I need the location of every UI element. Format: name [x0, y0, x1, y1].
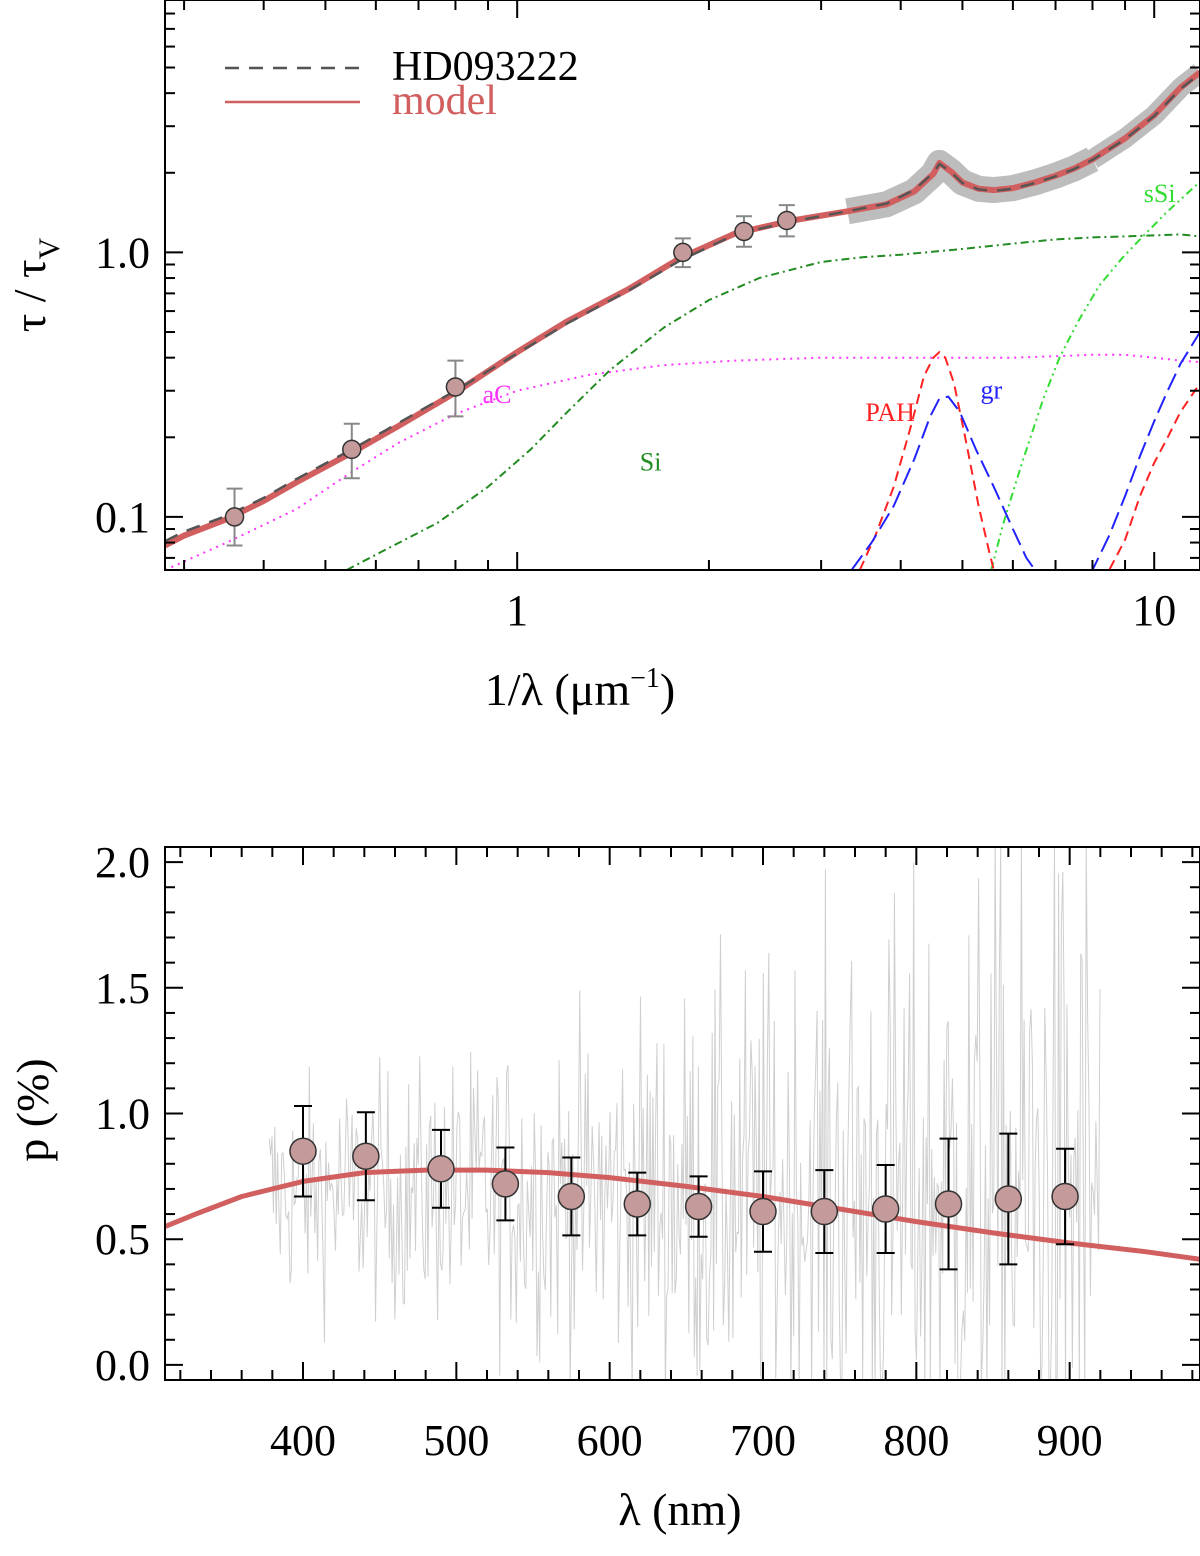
data-point [994, 1185, 1023, 1213]
legend-model-label: model [392, 78, 497, 124]
y-tick-label: 0.0 [95, 1341, 150, 1390]
data-point [673, 242, 693, 263]
y-tick-label: 1.5 [95, 964, 150, 1013]
data-point [445, 377, 466, 397]
polarization-x-axis-title: λ (nm) [618, 1484, 741, 1535]
polarization-panel: 400 500 600 700 800 900 0.0 0.5 1.0 1.5 2.0 λ (nm)… [7, 838, 1200, 1535]
y-tick-label: 1.0 [95, 228, 150, 277]
series-pah [858, 351, 1200, 570]
extinction-ticks: 1 10 0.1 1.0 [95, 0, 1200, 635]
data-point [749, 1197, 777, 1226]
legend-observed-label: HD093222 [392, 44, 579, 90]
series-ac [165, 353, 1200, 570]
data-point [777, 210, 797, 231]
data-point [623, 1190, 652, 1218]
polarization-y-axis-title: p (%) [7, 1058, 58, 1161]
polarization-frame [164, 846, 1200, 1381]
extinction-points [224, 204, 797, 547]
series-polarization-model [165, 1167, 1200, 1262]
extinction-legend: HD093222 model [225, 44, 579, 124]
extinction-panel: aC Si sSi PAH gr 1 10 0.1 1.0 HD093222 model 1/… [4, 0, 1200, 715]
x-tick-label: 10 [1132, 586, 1176, 635]
label-pah: PAH [865, 398, 915, 427]
data-point [557, 1182, 586, 1211]
extinction-frame [164, 0, 1200, 571]
polarization-ticks: 400 500 600 700 800 900 0.0 0.5 1.0 1.5 2.0 [95, 838, 1200, 1465]
polarization-points [289, 1104, 1079, 1271]
data-point [1051, 1182, 1079, 1211]
data-point [810, 1197, 839, 1226]
component-labels: aC Si sSi PAH gr [483, 179, 1176, 476]
extinction-x-axis-title: 1/λ (μm−1) [485, 663, 675, 715]
data-point [224, 507, 245, 527]
series-gr [850, 331, 1200, 570]
y-tick-label: 2.0 [95, 838, 150, 887]
noise-spectrum [268, 847, 1101, 1380]
y-tick-label: 1.0 [95, 1090, 150, 1139]
polarization-noise [268, 847, 1101, 1380]
x-tick-label: 800 [883, 1416, 949, 1465]
x-tick-label: 1 [506, 586, 528, 635]
series-ssi [990, 180, 1200, 570]
label-si: Si [640, 447, 662, 476]
data-point [342, 439, 362, 460]
extinction-y-axis-title: τ / τV [4, 237, 66, 332]
x-tick-label: 500 [423, 1416, 489, 1465]
x-tick-label: 400 [270, 1416, 336, 1465]
series-si [346, 233, 1200, 570]
label-gr: gr [980, 376, 1002, 405]
x-tick-label: 700 [730, 1416, 796, 1465]
data-point [684, 1192, 713, 1221]
data-point [871, 1195, 900, 1223]
extinction-series [165, 69, 1200, 570]
y-tick-label: 0.1 [95, 493, 150, 542]
data-point [289, 1137, 317, 1165]
data-point [491, 1170, 520, 1198]
polarization-series [165, 1167, 1200, 1262]
label-ac: aC [483, 380, 512, 409]
label-ssi: sSi [1144, 179, 1176, 208]
data-point [352, 1142, 380, 1170]
x-tick-label: 900 [1037, 1416, 1103, 1465]
data-point [734, 221, 754, 242]
y-tick-label: 0.5 [95, 1215, 150, 1264]
series-model [165, 69, 1200, 549]
data-point [427, 1155, 455, 1183]
x-tick-label: 600 [577, 1416, 643, 1465]
data-point [934, 1190, 963, 1218]
